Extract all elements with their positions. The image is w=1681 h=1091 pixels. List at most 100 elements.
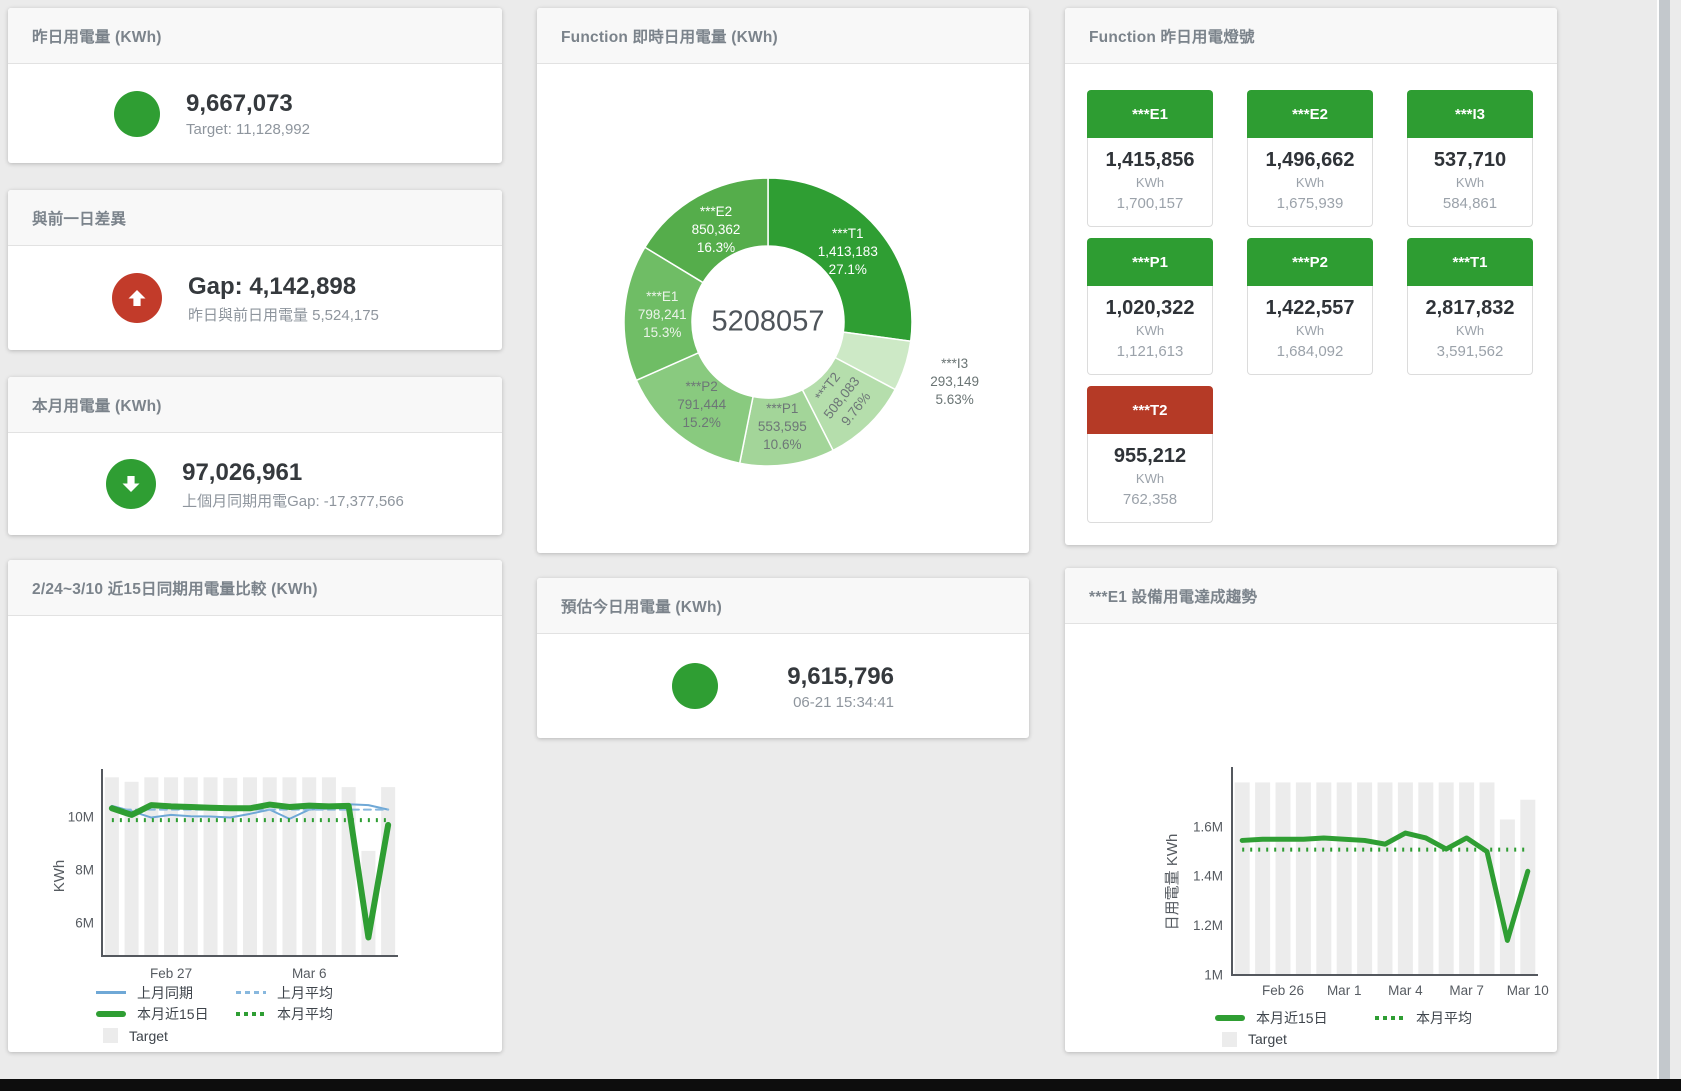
donut-segment-T1 — [767, 177, 913, 343]
target-bar — [223, 777, 238, 956]
stat-value: 9,615,796 — [787, 662, 894, 690]
tick-label: Mar 4 — [1388, 983, 1423, 998]
legend-item[interactable]: 上月同期 — [96, 983, 236, 1003]
target-bar — [1275, 782, 1291, 975]
light-tile-name: ***E2 — [1247, 90, 1373, 138]
axis — [101, 769, 398, 957]
tick-label: Mar 1 — [1327, 983, 1362, 998]
stat-value: 97,026,961 — [182, 458, 303, 486]
target-bar — [1479, 782, 1495, 975]
tick-label: Mar 10 — [1507, 983, 1549, 998]
legend-swatch-box — [1222, 1031, 1237, 1047]
light-tile-unit: KWh — [1135, 175, 1165, 190]
legend-label: Target — [129, 1027, 168, 1044]
target-bar — [282, 777, 297, 956]
donut-chart — [623, 177, 913, 467]
page-scrollbar-track[interactable] — [1657, 0, 1670, 1091]
panel-lights: Function 昨日用電燈號 ***E1 1,415,856 KWh 1,700,1… — [1065, 8, 1557, 545]
panel-header[interactable]: 昨日用電量 (KWh) — [8, 8, 502, 64]
light-tile-value: 955,212 — [1113, 445, 1187, 467]
stat-value: Gap: 4,142,898 — [188, 272, 357, 300]
target-bar — [1234, 782, 1250, 975]
legend-item[interactable]: Target — [96, 1028, 236, 1044]
light-tile-unit: KWh — [1295, 175, 1325, 190]
legend-item[interactable]: 本月平均 — [236, 1004, 333, 1024]
legend-label: Target — [1248, 1031, 1287, 1048]
panel-month-usage: 本月用電量 (KWh) 97,026,961 上個月同期用電Gap: -17,3… — [8, 377, 502, 535]
target-bar — [243, 777, 257, 956]
target-bar — [1377, 782, 1393, 975]
legend-item[interactable]: 本月平均 — [1375, 1008, 1472, 1028]
light-tile-unit: KWh — [1455, 175, 1485, 190]
panel-title: 2/24~3/10 近15日同期用電量比較 (KWh) — [32, 580, 318, 598]
legend-swatch-thick — [1215, 1014, 1245, 1021]
panel-header[interactable]: 與前一日差異 — [8, 190, 502, 246]
target-bar — [381, 787, 396, 956]
light-tile-name: ***E1 — [1087, 90, 1213, 138]
legend-swatch-dotted — [1375, 1015, 1405, 1020]
target-bar — [183, 777, 198, 956]
target-bar — [1295, 782, 1311, 975]
tick-label: 6M — [75, 915, 94, 930]
legend-label: 上月同期 — [137, 984, 193, 1001]
panel-header[interactable]: Function 即時日用電量 (KWh) — [537, 8, 1029, 64]
target-bar — [203, 777, 218, 956]
panel-header[interactable]: 本月用電量 (KWh) — [8, 377, 502, 433]
target-bar — [124, 781, 139, 956]
target-bar — [144, 777, 159, 956]
legend-item[interactable]: 本月近15日 — [96, 1004, 236, 1024]
light-tile-name: ***P1 — [1087, 238, 1213, 286]
target-bar — [104, 777, 119, 956]
donut-label: ***E1 798,241 15.3% — [637, 289, 687, 341]
legend-label: 本月平均 — [277, 1006, 333, 1023]
light-tile-target: 1,121,613 — [1116, 343, 1184, 360]
donut-segment-E2 — [643, 177, 769, 284]
panel-header[interactable]: 預估今日用電量 (KWh) — [537, 578, 1029, 634]
light-tile-name: ***P2 — [1247, 238, 1373, 286]
target-bar — [321, 777, 336, 956]
panel-diff-prev-day: 與前一日差異 Gap: 4,142,898 昨日與前日用電量 5,524,175 — [8, 190, 502, 350]
e1-trend-legend: 本月近15日 本月平均 Target — [1215, 1007, 1472, 1050]
status-circle-icon — [114, 90, 160, 137]
panel-e1-trend: ***E1 設備用電達成趨勢 1M 1.2M 1.4M 1.6M Feb 26 Mar 1… — [1065, 568, 1557, 1052]
light-tile-unit: KWh — [1135, 323, 1165, 338]
stat-subtitle: 06-21 15:34:41 — [793, 693, 894, 711]
legend-label: 本月平均 — [1416, 1009, 1472, 1026]
light-tile-target: 1,700,157 — [1116, 195, 1184, 212]
panel-header[interactable]: Function 昨日用電燈號 — [1065, 8, 1557, 64]
stat-subtitle: 上個月同期用電Gap: -17,377,566 — [182, 492, 404, 510]
panel-header[interactable]: 2/24~3/10 近15日同期用電量比較 (KWh) — [8, 560, 502, 616]
legend-item[interactable]: Target — [1215, 1031, 1375, 1047]
panel-title: 本月用電量 (KWh) — [32, 397, 162, 415]
legend-swatch-dotted — [236, 1012, 266, 1017]
page-scrollbar-thumb[interactable] — [1659, 0, 1670, 1091]
legend-item[interactable]: 上月平均 — [236, 983, 333, 1003]
light-tile: ***P1 1,020,322 KWh 1,121,613 — [1087, 238, 1213, 375]
axis — [1231, 767, 1538, 976]
stat-subtitle: 昨日與前日用電量 5,524,175 — [188, 306, 379, 324]
light-tile-value: 537,710 — [1433, 149, 1507, 171]
legend-swatch-line — [96, 991, 126, 995]
legend-item[interactable]: 本月近15日 — [1215, 1008, 1375, 1028]
donut-label: ***E2 850,362 16.3% — [691, 203, 741, 255]
target-bar — [1316, 782, 1332, 975]
panel-header[interactable]: ***E1 設備用電達成趨勢 — [1065, 568, 1557, 624]
light-tile: ***E2 1,496,662 KWh 1,675,939 — [1247, 90, 1373, 227]
panel-title: 昨日用電量 (KWh) — [32, 28, 162, 46]
light-tile-name: ***T2 — [1087, 386, 1213, 434]
target-bar — [1397, 782, 1413, 975]
tick-label: KWh — [51, 860, 68, 893]
panel-title: 與前一日差異 — [32, 210, 127, 228]
stat-value: 9,667,073 — [186, 90, 293, 117]
legend-swatch-box — [103, 1028, 118, 1044]
panel-title: Function 即時日用電量 (KWh) — [561, 28, 778, 46]
tick-label: Feb 27 — [150, 966, 192, 981]
series-本月近15日 — [1239, 830, 1531, 943]
light-tile-unit: KWh — [1135, 471, 1165, 486]
arrow-up-icon — [112, 273, 162, 323]
panel-title: Function 昨日用電燈號 — [1089, 28, 1255, 46]
stat-subtitle: Target: 11,128,992 — [186, 121, 310, 138]
status-circle-icon — [672, 663, 718, 709]
legend-label: 上月平均 — [277, 984, 333, 1001]
panel-15day-compare: 2/24~3/10 近15日同期用電量比較 (KWh) 6M 8M 10M Feb 2… — [8, 560, 502, 1052]
